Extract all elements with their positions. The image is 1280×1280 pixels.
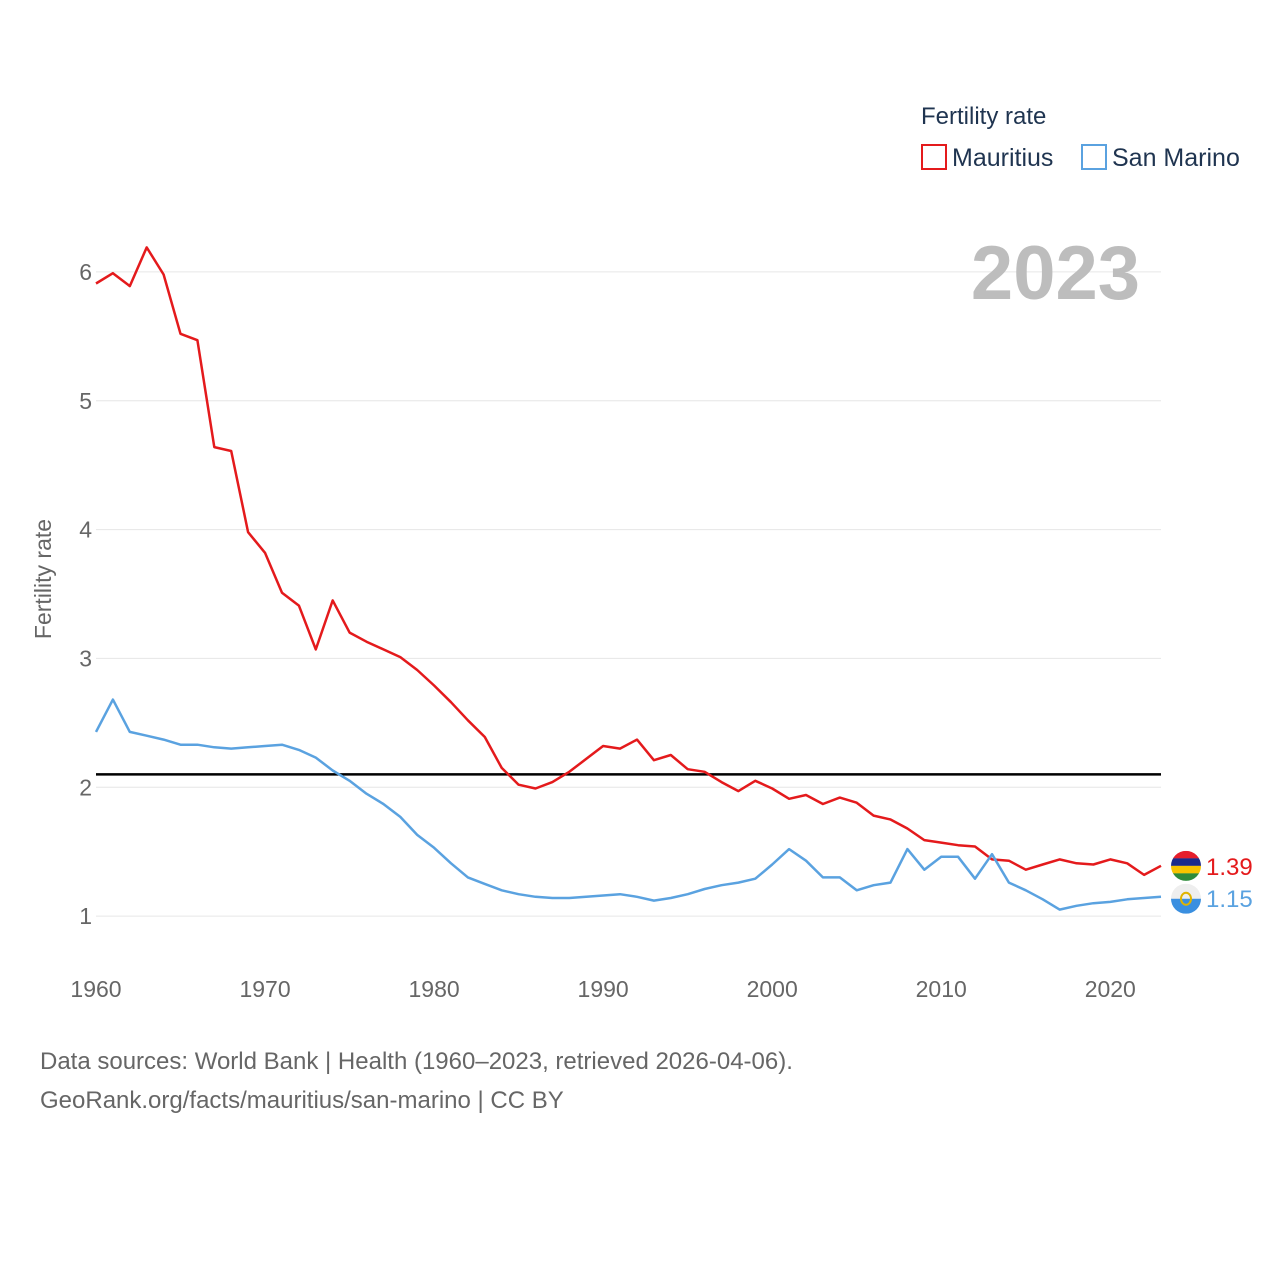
x-tick-label: 1990 [578,976,629,1002]
x-tick-label: 2020 [1085,976,1136,1002]
y-axis-title: Fertility rate [30,519,56,639]
legend: Fertility rate Mauritius San Marino [921,103,1240,172]
y-tick-label: 1 [79,903,92,929]
x-tick-label: 1960 [70,976,121,1002]
source-note: Data sources: World Bank | Health (1960–… [40,1042,793,1120]
end-markers: 1.39 1.15 [1171,850,1253,914]
y-axis-ticks: 1 2 3 4 5 6 [79,259,92,929]
legend-swatch-san-marino [1081,144,1107,170]
legend-label-mauritius: Mauritius [952,144,1053,172]
flag-icon-san-marino [1171,883,1201,914]
y-tick-label: 6 [79,259,92,285]
legend-title: Fertility rate [921,103,1046,130]
source-line-2: GeoRank.org/facts/mauritius/san-marino |… [40,1087,564,1114]
source-line-1: Data sources: World Bank | Health (1960–… [40,1048,793,1075]
x-tick-label: 1970 [239,976,290,1002]
series-lines [94,246,1162,911]
x-tick-label: 2010 [916,976,967,1002]
x-tick-label: 2000 [747,976,798,1002]
current-year-label: 2023 [971,231,1140,316]
end-value-label-mauritius: 1.39 [1206,854,1253,881]
y-tick-label: 5 [79,388,92,414]
x-tick-label: 1980 [409,976,460,1002]
gridlines [96,271,1161,917]
series-line-mauritius [95,246,1162,877]
flag-icon-mauritius [1171,850,1201,881]
y-tick-label: 3 [79,645,92,671]
y-tick-label: 4 [79,517,92,543]
y-tick-label: 2 [79,774,92,800]
series-line-san-marino [94,698,1162,911]
legend-label-san-marino: San Marino [1112,144,1240,172]
legend-item-mauritius: Mauritius [921,144,1053,172]
legend-item-san-marino: San Marino [1081,144,1240,172]
legend-items: Mauritius San Marino [921,144,1240,172]
end-value-label-san-marino: 1.15 [1206,886,1253,913]
x-axis-ticks: 1960 1970 1980 1990 2000 2010 2020 [70,976,1135,1002]
legend-swatch-mauritius [921,144,947,170]
